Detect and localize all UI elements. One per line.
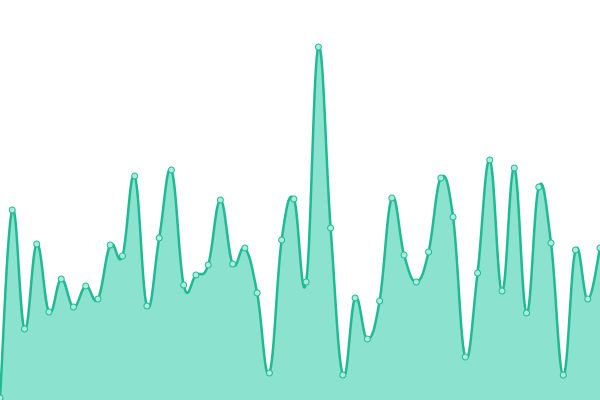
point [425,248,433,256]
point [510,164,518,172]
point [82,282,90,290]
point [400,251,408,259]
point [327,224,335,232]
point [290,195,298,203]
point [118,252,126,260]
point [143,302,151,310]
point [486,156,494,164]
point [33,240,41,248]
point [523,309,531,317]
point [363,335,371,343]
point [204,261,212,269]
point [535,183,543,191]
point [57,275,65,283]
point [314,43,322,51]
point [155,234,163,242]
point [302,278,310,286]
point [94,295,102,303]
point [69,303,77,311]
point [572,246,580,254]
point [8,206,16,214]
point [167,166,175,174]
point [559,371,567,379]
point [216,196,224,204]
point [192,271,200,279]
point [253,289,261,297]
point [412,278,420,286]
point [20,325,28,333]
point [278,236,286,244]
point [547,239,555,247]
area-line [0,45,600,399]
point [461,353,469,361]
point [265,369,273,377]
point [339,371,347,379]
point [0,394,4,400]
point [229,260,237,268]
point [180,281,188,289]
point [106,241,114,249]
point [388,194,396,202]
point [498,287,506,295]
point [437,174,445,182]
point [474,269,482,277]
point [241,244,249,252]
point [596,244,600,252]
point [131,172,139,180]
point [351,294,359,302]
area-fill [0,46,600,400]
point [584,295,592,303]
point [45,308,53,316]
point [376,297,384,305]
point [449,213,457,221]
